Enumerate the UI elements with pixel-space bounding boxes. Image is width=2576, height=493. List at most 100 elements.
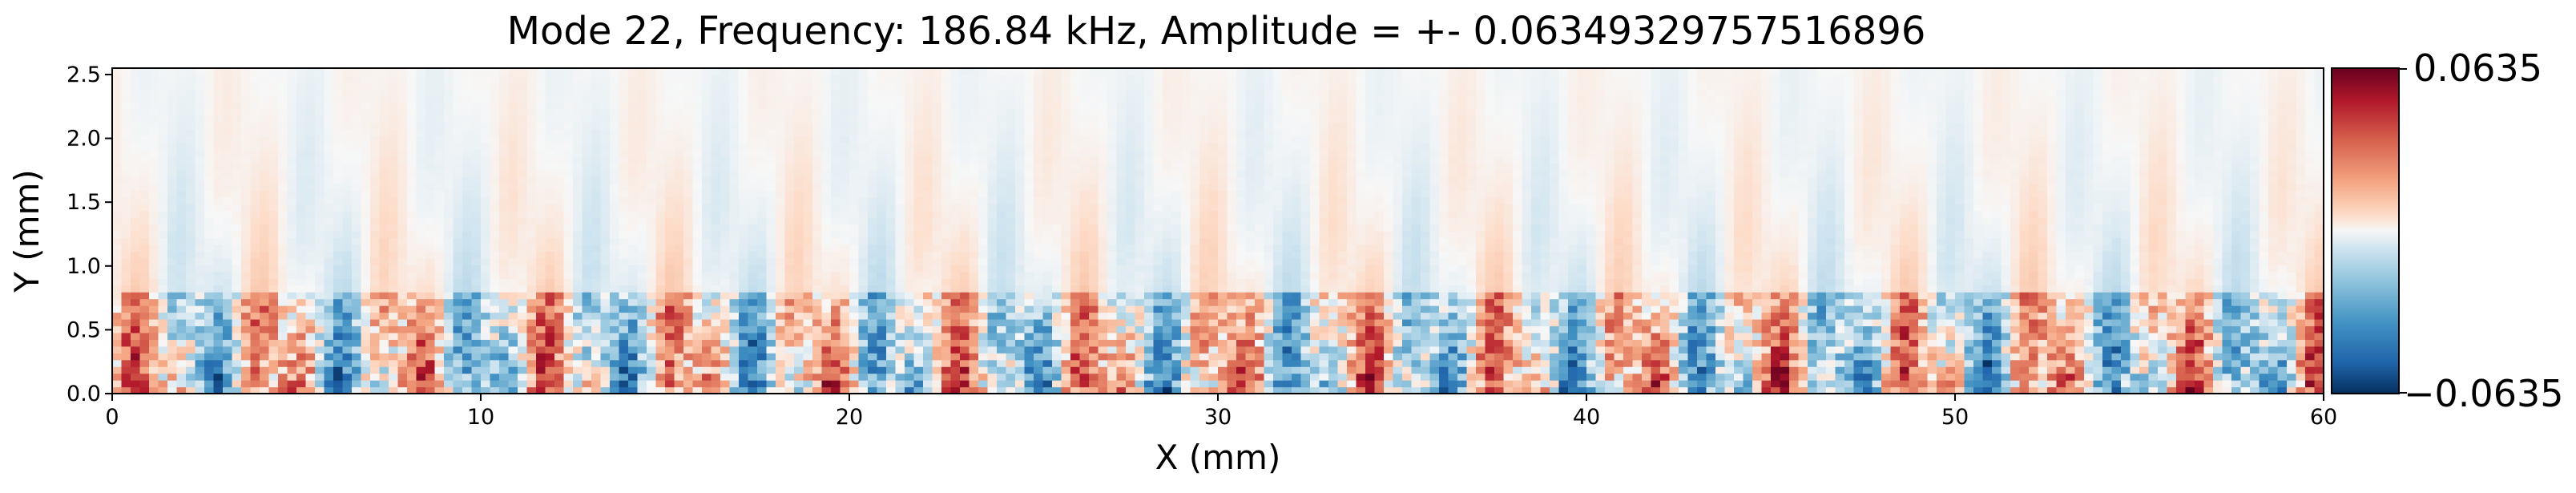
heatmap-cell [2287, 285, 2297, 293]
heatmap-cell [978, 339, 989, 347]
heatmap-cell [978, 373, 989, 381]
heatmap-cell [1006, 278, 1016, 286]
heatmap-cell [2102, 386, 2113, 394]
heatmap-cell [1937, 265, 1947, 273]
heatmap-cell [1245, 298, 1256, 306]
heatmap-cell [2314, 265, 2324, 273]
heatmap-cell [333, 386, 344, 394]
heatmap-cell [1872, 265, 1882, 273]
heatmap-cell [1402, 325, 1413, 333]
heatmap-cell [324, 353, 334, 361]
heatmap-cell [821, 285, 832, 293]
heatmap-cell [139, 380, 150, 388]
heatmap-cell [1264, 325, 1274, 333]
heatmap-cell [1651, 353, 1661, 361]
heatmap-cell [131, 366, 141, 374]
heatmap-cell [1715, 251, 1726, 259]
heatmap-cell [2066, 339, 2076, 347]
heatmap-cell [2231, 318, 2242, 327]
heatmap-cell [886, 380, 897, 388]
heatmap-cell [1945, 380, 1956, 388]
heatmap-cell [554, 359, 565, 367]
heatmap-cell [1697, 325, 1707, 333]
heatmap-cell [987, 257, 998, 265]
heatmap-cell [287, 373, 297, 381]
heatmap-cell [1439, 285, 1449, 293]
heatmap-cell [1337, 257, 1348, 265]
heatmap-cell [490, 285, 500, 293]
heatmap-cell [739, 325, 749, 333]
heatmap-cell [453, 325, 463, 333]
heatmap-cell [121, 346, 131, 354]
heatmap-cell [370, 265, 381, 273]
heatmap-cell [784, 359, 795, 367]
heatmap-cell [969, 325, 979, 333]
heatmap-cell [1973, 339, 1984, 347]
heatmap-cell [1780, 366, 1790, 374]
heatmap-cell [1034, 366, 1044, 374]
heatmap-cell [2047, 380, 2058, 388]
heatmap-cell [1816, 292, 1827, 300]
heatmap-cell [545, 325, 555, 333]
heatmap-cell [821, 305, 832, 313]
heatmap-cell [2074, 298, 2085, 306]
heatmap-cell [1245, 359, 1256, 367]
heatmap-cell [250, 251, 260, 259]
heatmap-cell [2111, 312, 2122, 320]
heatmap-cell [812, 257, 823, 265]
heatmap-cell [2074, 285, 2085, 293]
heatmap-cell [1264, 257, 1274, 265]
heatmap-cell [167, 353, 178, 361]
heatmap-cell [1052, 373, 1062, 381]
heatmap-cell [868, 386, 878, 394]
heatmap-cell [1881, 251, 1892, 259]
heatmap-cell [1356, 278, 1366, 286]
heatmap-cell [453, 386, 463, 394]
heatmap-cell [2038, 318, 2048, 327]
heatmap-cell [1771, 257, 1781, 265]
heatmap-cell [1558, 318, 1569, 327]
heatmap-cell [1835, 339, 1845, 347]
heatmap-cell [444, 292, 454, 300]
heatmap-cell [1881, 359, 1892, 367]
heatmap-cell [628, 346, 639, 354]
heatmap-cell [1171, 366, 1182, 374]
heatmap-cell [1199, 380, 1210, 388]
heatmap-cell [1669, 380, 1679, 388]
heatmap-cell [361, 285, 371, 293]
heatmap-cell [2268, 339, 2279, 347]
heatmap-cell [1116, 265, 1127, 273]
heatmap-cell [121, 332, 131, 340]
heatmap-cell [1024, 366, 1034, 374]
heatmap-cell [1937, 318, 1947, 327]
heatmap-cell [471, 373, 482, 381]
heatmap-cell [600, 353, 611, 361]
heatmap-cell [1300, 265, 1311, 273]
heatmap-cell [1457, 359, 1468, 367]
heatmap-cell [1282, 373, 1292, 381]
heatmap-cell [1595, 386, 1606, 394]
heatmap-cell [554, 386, 565, 394]
heatmap-cell [886, 386, 897, 394]
heatmap-cell [2240, 298, 2251, 306]
heatmap-cell [1955, 271, 1965, 279]
heatmap-cell [1651, 278, 1661, 286]
heatmap-cell [2102, 380, 2113, 388]
heatmap-cell [2250, 325, 2260, 333]
heatmap-cell [849, 332, 860, 340]
heatmap-cell [886, 318, 897, 327]
heatmap-cell [1126, 366, 1136, 374]
heatmap-cell [812, 386, 823, 394]
heatmap-cell [1494, 359, 1505, 367]
heatmap-cell [1384, 359, 1394, 367]
heatmap-cell [1264, 278, 1274, 286]
heatmap-cell [1135, 285, 1145, 293]
heatmap-cell [1577, 346, 1587, 354]
heatmap-cell [877, 265, 887, 273]
heatmap-cell [591, 359, 602, 367]
heatmap-cell [941, 325, 952, 333]
heatmap-cell [987, 325, 998, 333]
heatmap-cell [1421, 285, 1431, 293]
heatmap-cell [250, 312, 260, 320]
heatmap-cell [2029, 298, 2039, 306]
